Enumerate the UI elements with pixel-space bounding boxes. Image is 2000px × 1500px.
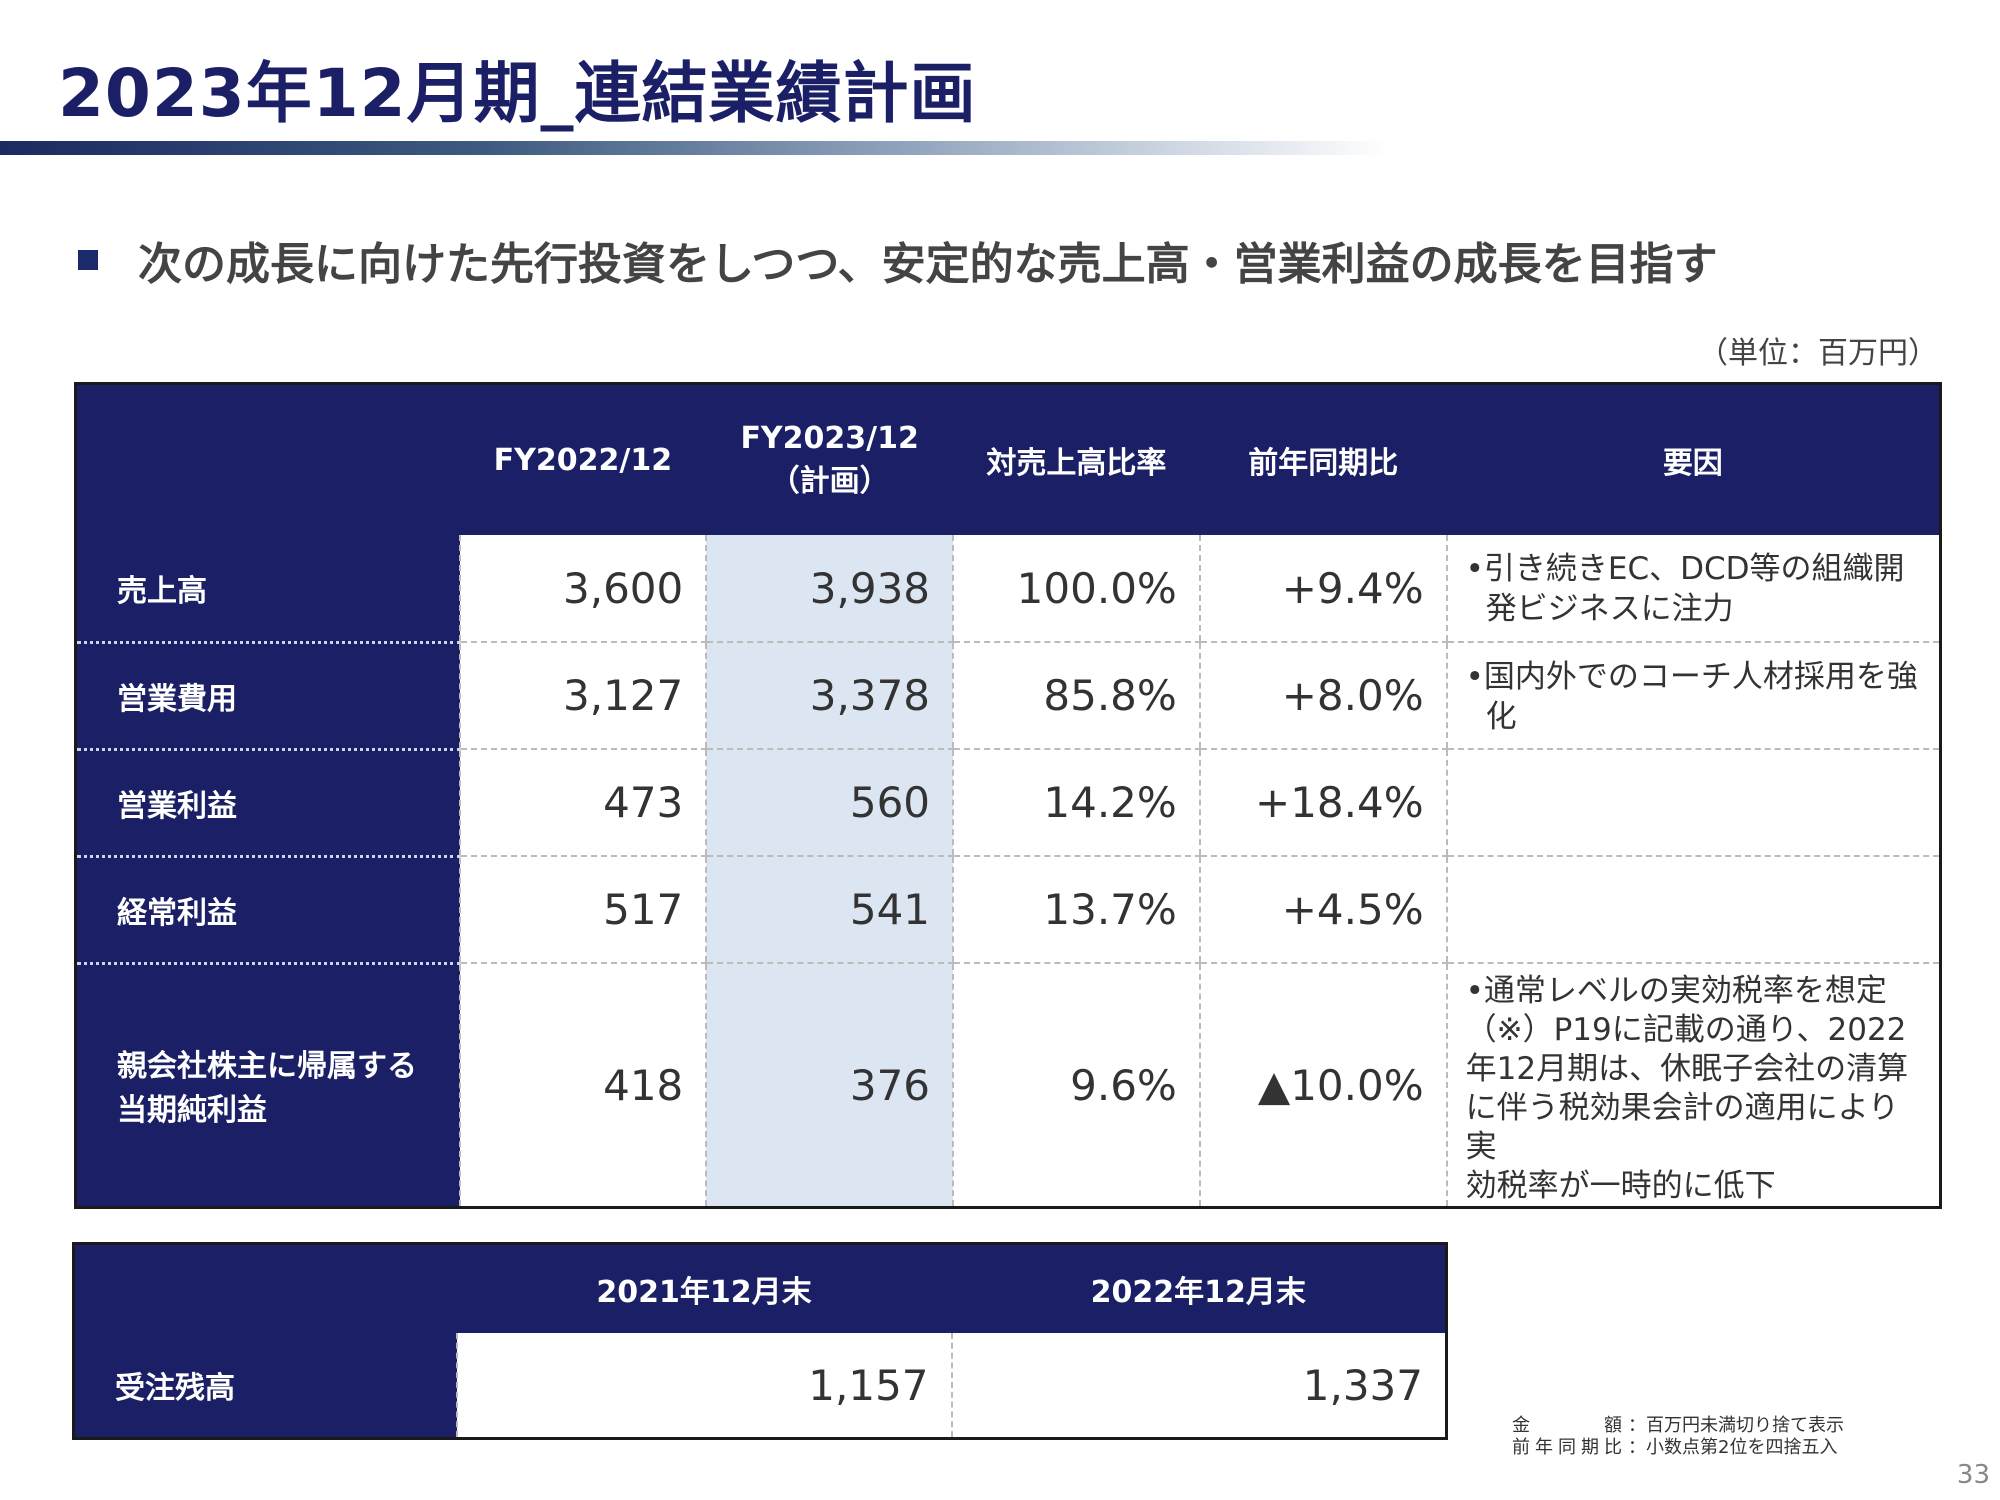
footnote-text: ：小数点第2位を四捨五入: [1628, 1437, 1838, 1458]
cell-ratio: 9.6%: [952, 963, 1200, 1208]
backlog-header-empty: [73, 1243, 457, 1333]
cell-yoy: +18.4%: [1198, 749, 1447, 857]
header-ratio: 対売上高比率: [953, 383, 1200, 535]
header-fy2023: FY2023/12 （計画）: [706, 383, 954, 535]
backlog-header-2022: 2022年12月末: [951, 1243, 1447, 1333]
subtitle: 次の成長に向けた先行投資をしつつ、安定的な売上高・営業利益の成長を目指す: [78, 228, 1718, 292]
cell-ratio: 14.2%: [952, 749, 1200, 857]
footnote-label: 金額: [1512, 1415, 1622, 1436]
cell-yoy: +9.4%: [1198, 535, 1447, 643]
reason-line: •国内外でのコーチ人材採用を強: [1465, 659, 1918, 695]
cell-ratio: 13.7%: [952, 856, 1200, 964]
page-number: 33: [1956, 1460, 1990, 1490]
row-label: 営業利益: [75, 749, 460, 858]
backlog-value-2021: 1,157: [455, 1333, 952, 1439]
header-fy2023-year: FY2023/12: [740, 420, 919, 456]
footnote: 金額 ：百万円未満切り捨て表示 前年同期比 ：小数点第2位を四捨五入: [1512, 1415, 1844, 1459]
cell-fy2022: 517: [458, 856, 707, 964]
cell-reason: •通常レベルの実効税率を想定 （※）P19に記載の通り、2022 年12月期は、…: [1445, 963, 1941, 1208]
footnote-row: 前年同期比 ：小数点第2位を四捨五入: [1512, 1437, 1844, 1459]
reason-line: 年12月期は、休眠子会社の清算: [1465, 1051, 1909, 1087]
table-row: 経常利益 517 541 13.7% +4.5%: [75, 856, 1941, 965]
reason-line: •引き続きEC、DCD等の組織開: [1465, 551, 1905, 587]
backlog-label: 受注残高: [73, 1333, 457, 1439]
cell-yoy: +8.0%: [1198, 642, 1447, 750]
title-underline: [0, 141, 1390, 155]
reason-line: 化: [1485, 699, 1517, 735]
table-row: 営業利益 473 560 14.2% +18.4%: [75, 749, 1941, 858]
header-reason: 要因: [1446, 383, 1941, 535]
footnote-label: 前年同期比: [1512, 1437, 1622, 1458]
row-label: 売上高: [75, 535, 460, 644]
reason-line: 発ビジネスに注力: [1485, 591, 1734, 627]
footnote-row: 金額 ：百万円未満切り捨て表示: [1512, 1415, 1844, 1437]
table-header-row: FY2022/12 FY2023/12 （計画） 対売上高比率 前年同期比 要因: [75, 383, 1941, 535]
backlog-header-row: 2021年12月末 2022年12月末: [73, 1243, 1447, 1333]
reason-line: に伴う税効果会計の適用により実: [1465, 1090, 1900, 1165]
row-label-line: 当期純利益: [117, 1093, 267, 1129]
cell-reason-empty: [1445, 856, 1941, 964]
cell-fy2023: 3,378: [705, 642, 954, 750]
cell-yoy: ▲10.0%: [1198, 963, 1447, 1208]
row-label: 親会社株主に帰属する 当期純利益: [75, 963, 460, 1208]
reason-line: •通常レベルの実効税率を想定: [1465, 973, 1887, 1009]
cell-fy2022: 418: [458, 963, 707, 1208]
cell-yoy: +4.5%: [1198, 856, 1447, 964]
unit-label: （単位：百万円）: [1698, 336, 1938, 371]
row-label: 営業費用: [75, 642, 460, 751]
backlog-header-2021: 2021年12月末: [456, 1243, 952, 1333]
table-row: 売上高 3,600 3,938 100.0% +9.4% •引き続きEC、DCD…: [75, 535, 1941, 644]
backlog-row: 受注残高 1,157 1,337: [73, 1333, 1447, 1439]
header-fy2022: FY2022/12: [459, 383, 707, 535]
earnings-plan-table: FY2022/12 FY2023/12 （計画） 対売上高比率 前年同期比 要因…: [74, 382, 1942, 1209]
cell-fy2023: 560: [705, 749, 954, 857]
header-empty: [75, 383, 460, 535]
row-label-line: 親会社株主に帰属する: [117, 1049, 417, 1085]
cell-ratio: 85.8%: [952, 642, 1200, 750]
cell-fy2022: 3,127: [458, 642, 707, 750]
cell-fy2022: 3,600: [458, 535, 707, 643]
reason-line: 効税率が一時的に低下: [1465, 1168, 1776, 1204]
cell-reason-empty: [1445, 749, 1941, 857]
cell-fy2023: 541: [705, 856, 954, 964]
square-bullet-icon: [78, 250, 98, 270]
cell-ratio: 100.0%: [952, 535, 1200, 643]
order-backlog-table: 2021年12月末 2022年12月末 受注残高 1,157 1,337: [72, 1242, 1448, 1440]
table-row: 親会社株主に帰属する 当期純利益 418 376 9.6% ▲10.0% •通常…: [75, 963, 1941, 1208]
table-row: 営業費用 3,127 3,378 85.8% +8.0% •国内外でのコーチ人材…: [75, 642, 1941, 751]
reason-line: （※）P19に記載の通り、2022: [1465, 1012, 1907, 1048]
subtitle-text: 次の成長に向けた先行投資をしつつ、安定的な売上高・営業利益の成長を目指す: [138, 239, 1718, 290]
page-title: 2023年12月期_連結業績計画: [58, 55, 977, 132]
cell-fy2022: 473: [458, 749, 707, 857]
row-label: 経常利益: [75, 856, 460, 965]
footnote-text: ：百万円未満切り捨て表示: [1628, 1415, 1844, 1436]
header-fy2023-plan: （計画）: [769, 463, 890, 499]
cell-fy2023: 376: [705, 963, 954, 1208]
header-yoy: 前年同期比: [1199, 383, 1447, 535]
cell-reason: •国内外でのコーチ人材採用を強 化: [1445, 642, 1941, 750]
cell-reason: •引き続きEC、DCD等の組織開 発ビジネスに注力: [1445, 535, 1941, 643]
cell-fy2023: 3,938: [705, 535, 954, 643]
backlog-value-2022: 1,337: [950, 1333, 1447, 1439]
